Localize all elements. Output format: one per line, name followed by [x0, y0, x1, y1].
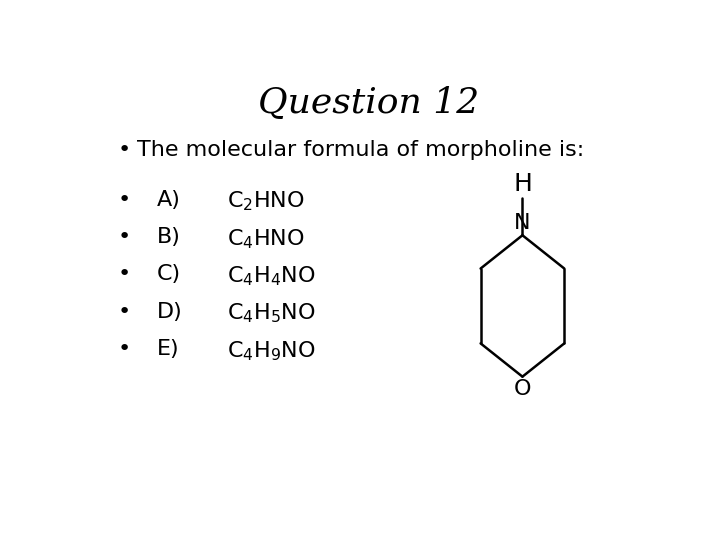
Text: •: •: [118, 190, 131, 210]
Text: C$_{4}$H$_{4}$NO: C$_{4}$H$_{4}$NO: [227, 265, 315, 288]
Text: •: •: [118, 227, 131, 247]
Text: The molecular formula of morpholine is:: The molecular formula of morpholine is:: [138, 140, 585, 160]
Text: A): A): [157, 190, 181, 210]
Text: D): D): [157, 302, 183, 322]
Text: Question 12: Question 12: [258, 85, 480, 119]
Text: C$_{2}$HNO: C$_{2}$HNO: [227, 190, 305, 213]
Text: C$_{4}$H$_{5}$NO: C$_{4}$H$_{5}$NO: [227, 302, 315, 326]
Text: C): C): [157, 265, 181, 285]
Text: B): B): [157, 227, 181, 247]
Text: •: •: [118, 302, 131, 322]
Text: •: •: [118, 265, 131, 285]
Text: E): E): [157, 339, 179, 359]
Text: •: •: [118, 140, 131, 160]
Text: N: N: [514, 213, 531, 233]
Text: O: O: [513, 379, 531, 399]
Text: C$_{4}$HNO: C$_{4}$HNO: [227, 227, 305, 251]
Text: C$_{4}$H$_{9}$NO: C$_{4}$H$_{9}$NO: [227, 339, 315, 363]
Text: H: H: [513, 172, 532, 196]
Text: •: •: [118, 339, 131, 359]
